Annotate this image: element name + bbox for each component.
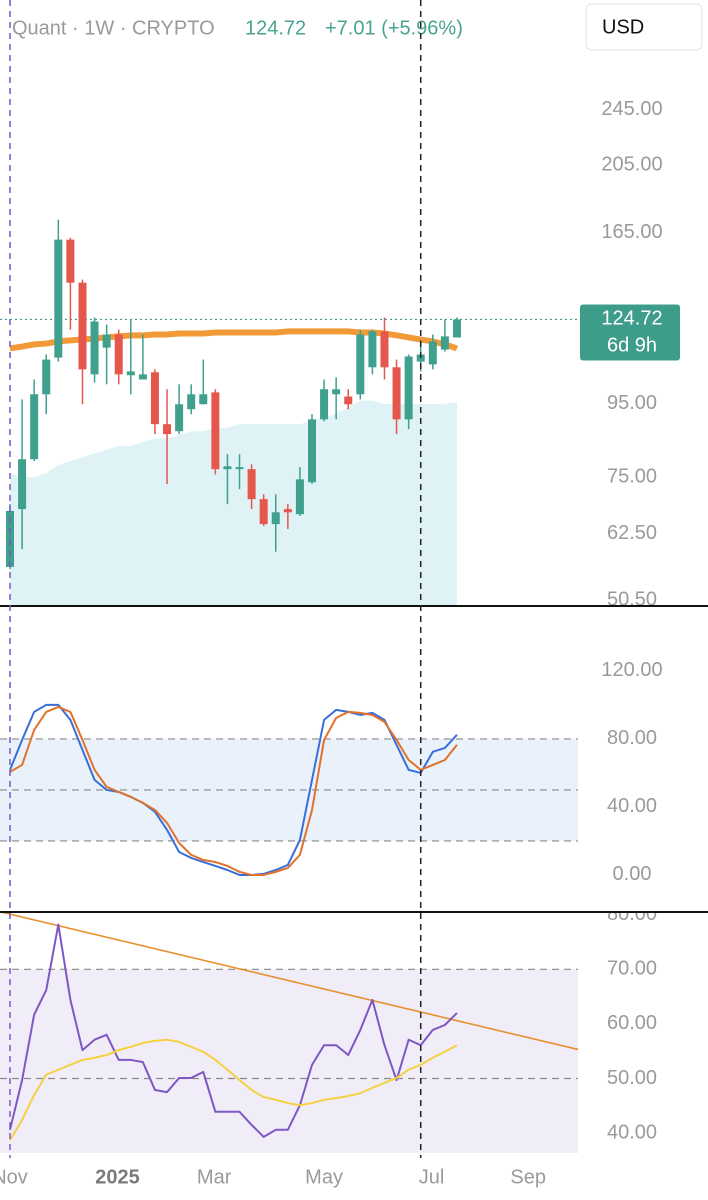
moving-average <box>9 328 458 352</box>
price-pane: 245.00 205.00 165.00 95.00 75.00 62.50 50.50 <box>0 98 663 610</box>
stoch-pane: 120.00 80.00 40.00 0.00 <box>0 659 663 885</box>
y-tick-label: 60.00 <box>607 1012 657 1034</box>
candle-body <box>235 467 244 470</box>
y-tick-label: 62.50 <box>607 522 657 544</box>
candle-body <box>199 394 208 405</box>
candle-body <box>332 389 341 395</box>
candle-body <box>211 392 220 470</box>
candle-body <box>126 371 135 376</box>
candle-body <box>356 334 365 395</box>
candle-body <box>283 509 292 513</box>
y-tick-label: 165.00 <box>601 221 662 243</box>
y-tick-label: 245.00 <box>601 98 662 120</box>
candle-body <box>440 336 449 350</box>
candle-body <box>416 354 425 362</box>
y-tick-label: 95.00 <box>607 392 657 414</box>
candle-body <box>42 359 51 395</box>
candle-body <box>18 459 27 510</box>
y-tick-label: 0.00 <box>613 863 652 885</box>
y-tick-label: 80.00 <box>607 903 657 925</box>
price-tag <box>580 304 680 361</box>
candle-body <box>428 341 437 365</box>
y-tick-label: 75.00 <box>607 466 657 488</box>
candle-body <box>308 419 316 483</box>
candle-body <box>223 466 232 470</box>
x-tick-label: Jul <box>419 1166 445 1188</box>
candle-body <box>6 510 14 567</box>
y-tick-label: 40.00 <box>607 1121 657 1143</box>
candle-body <box>368 331 377 368</box>
y-tick-label: 80.00 <box>607 727 657 749</box>
candle-body <box>380 331 389 368</box>
candle-body <box>114 334 123 375</box>
candle-body <box>175 404 184 432</box>
candle-body <box>138 374 147 380</box>
y-tick-label: 40.00 <box>607 795 657 817</box>
indicator-line <box>9 703 458 876</box>
band-area <box>10 400 457 605</box>
rsi-pane: 80.00 70.00 60.00 50.00 40.00 <box>0 903 657 1153</box>
candle-body <box>320 389 329 420</box>
candle-body <box>66 239 75 283</box>
x-tick-label: May <box>305 1166 343 1188</box>
y-tick-label: 120.00 <box>601 659 662 681</box>
candle-body <box>392 367 401 420</box>
candle-body <box>344 396 353 405</box>
candle-body <box>30 394 39 460</box>
indicator-line <box>9 923 458 1138</box>
candle-body <box>259 499 268 525</box>
candle-body <box>295 479 304 515</box>
candle-body <box>102 334 111 348</box>
candle-body <box>452 319 461 338</box>
y-tick-label: 205.00 <box>601 154 662 176</box>
candle-body <box>78 282 87 370</box>
x-tick-label: Nov <box>0 1166 28 1188</box>
countdown: 6d 9h <box>607 335 657 357</box>
indicator-line <box>9 1038 458 1141</box>
trendline <box>1 913 579 1051</box>
header-bg <box>0 0 585 52</box>
x-tick-label: Sep <box>510 1166 546 1188</box>
y-tick-label: 70.00 <box>607 958 657 980</box>
indicator-line <box>9 705 458 876</box>
header-change: +7.01 (+5.96%) <box>325 17 463 39</box>
symbol: Quant · 1W · CRYPTO <box>12 17 215 39</box>
candle-body <box>404 356 413 420</box>
x-tick-label: 2025 <box>95 1166 140 1188</box>
currency[interactable]: USD <box>602 16 644 38</box>
x-tick-label: Mar <box>197 1166 232 1188</box>
price-tag-value: 124.72 <box>601 308 662 330</box>
candle-body <box>163 424 172 435</box>
candle-body <box>247 469 256 500</box>
candle-body <box>54 239 63 358</box>
candle-body <box>187 394 196 410</box>
header-price: 124.72 <box>245 17 306 39</box>
candle-body <box>150 372 159 425</box>
y-tick-label: 50.00 <box>607 1067 657 1089</box>
band <box>0 969 578 1153</box>
y-tick-label: 50.50 <box>607 588 657 610</box>
candle-body <box>271 512 280 525</box>
candle-body <box>90 321 99 375</box>
currency-button[interactable] <box>585 3 703 51</box>
